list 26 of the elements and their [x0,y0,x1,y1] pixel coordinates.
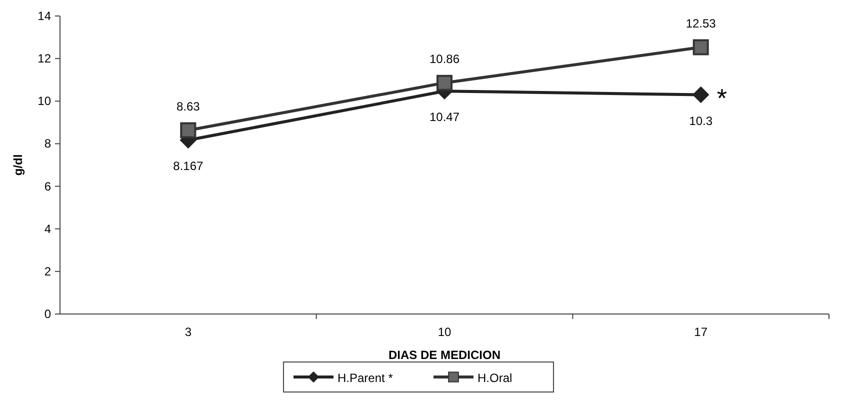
x-tick-label: 10 [438,325,452,339]
y-tick-label: 8 [44,136,52,151]
data-label: 8.167 [173,159,204,174]
data-label: 10.3 [689,114,713,128]
y-tick-label: 6 [44,179,52,194]
y-axis-title: g/dl [11,154,25,176]
legend-label: H.Oral [478,371,512,385]
data-label: 12.53 [686,16,716,30]
y-tick-label: 14 [38,9,52,23]
x-tick-label: 3 [184,325,192,339]
y-tick-label: 4 [44,222,52,236]
data-label: 8.63 [176,99,200,114]
x-tick-label: 17 [694,325,708,339]
x-axis-title: DIAS DE MEDICION [388,348,501,362]
point [692,39,709,56]
annotation: * [716,82,727,113]
point [692,86,709,103]
point [436,74,452,91]
legend-label: H.Parent * [338,371,394,385]
point [180,122,196,138]
data-label: 10.86 [429,52,460,66]
data-label: 10.47 [429,110,460,124]
y-tick-label: 10 [38,94,52,108]
y-tick-label: 2 [44,264,52,278]
y-tick-label: 0 [44,307,52,321]
y-tick-label: 12 [38,52,52,66]
